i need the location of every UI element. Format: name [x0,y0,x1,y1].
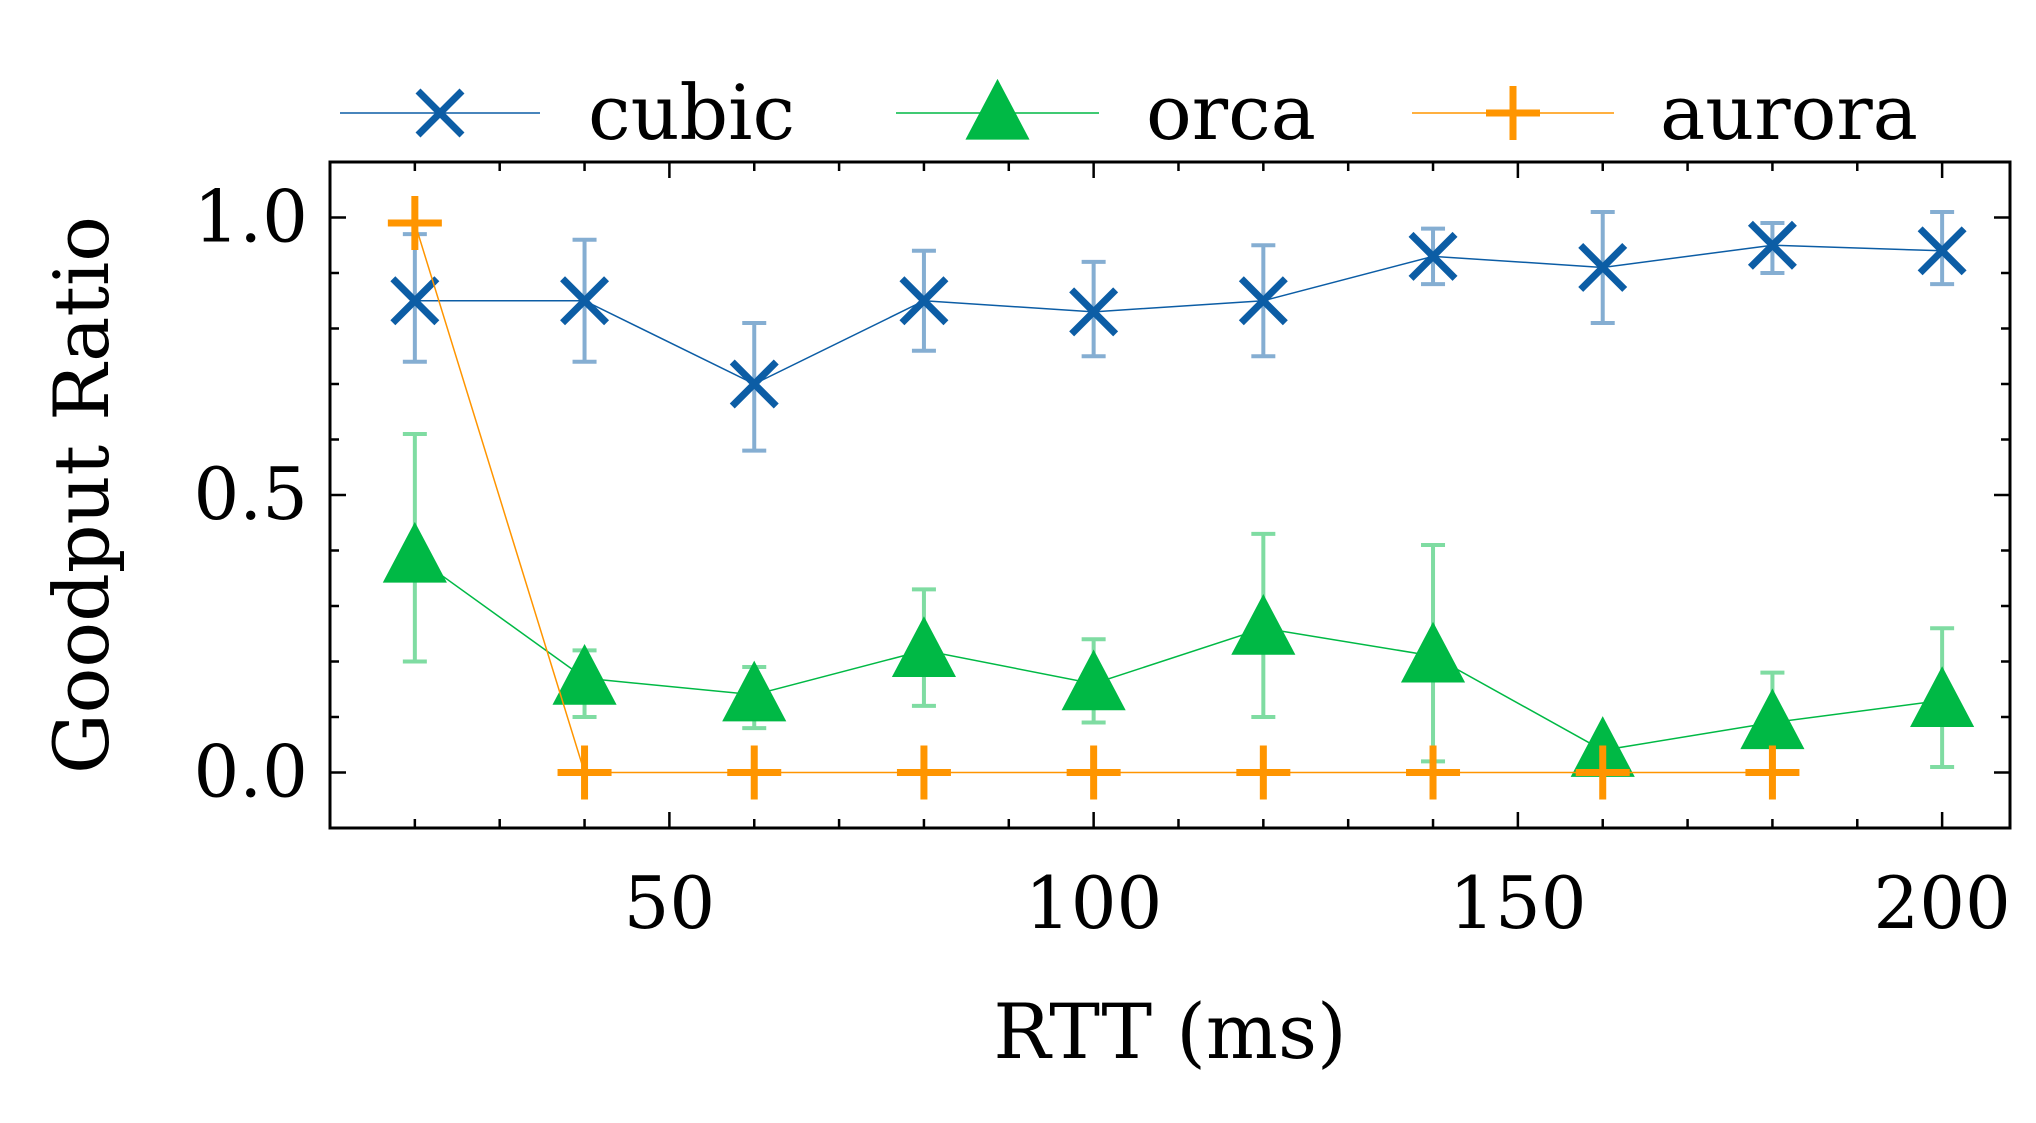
data-point [1231,594,1296,655]
data-point [1910,666,1975,727]
data-point [1061,649,1126,711]
data-point [722,660,787,722]
y-axis-label: Goodput Ratio [37,216,126,774]
data-point [1400,621,1466,683]
legend-label: aurora [1660,68,1918,157]
data-point [1747,220,1797,270]
data-point [382,521,447,583]
x-tick-label: 100 [1025,861,1162,945]
data-point [1917,226,1967,276]
data-point [1575,745,1630,800]
data-point [552,644,617,705]
series-line [414,555,1943,752]
data-point [390,276,440,326]
legend-item-orca: orca [896,68,1316,157]
data-point [899,276,949,326]
series-layer [382,196,1975,800]
y-tick-label: 0.0 [193,730,308,814]
data-point [1406,745,1461,800]
data-point [891,616,956,677]
x-tick-label: 150 [1449,861,1586,945]
data-point [557,745,612,800]
y-tick-label: 1.0 [193,175,308,259]
series-cubic [390,209,1967,453]
x-axis-label: RTT (ms) [993,987,1346,1076]
data-point [896,745,951,800]
data-point [729,359,779,409]
legend-label: orca [1146,68,1316,157]
x-tick-label: 50 [624,861,716,945]
legend-item-aurora: aurora [1412,68,1918,157]
data-point [1066,745,1121,800]
legend-marker [415,88,465,138]
data-point [1408,231,1458,281]
series-line [414,244,1943,385]
y-tick-label: 0.5 [193,452,308,536]
x-tick-label: 200 [1873,861,2010,945]
data-point [1745,745,1800,800]
legend: cubic orca aurora [340,68,1918,157]
legend-marker [1486,86,1540,140]
data-point [387,196,442,251]
legend-item-cubic: cubic [340,68,795,157]
data-point [1236,745,1291,800]
data-point [727,745,782,800]
data-point [1578,242,1628,292]
tick-layer: 50 100 150 200 0.0 0.5 1.0 [193,162,2011,945]
plot-frame [328,160,2012,830]
series-orca [382,431,1975,777]
legend-label: cubic [588,68,795,157]
legend-marker [965,78,1030,140]
data-point [560,276,610,326]
data-point [1069,287,1119,337]
series-aurora [387,196,1800,800]
data-point [1238,276,1288,326]
